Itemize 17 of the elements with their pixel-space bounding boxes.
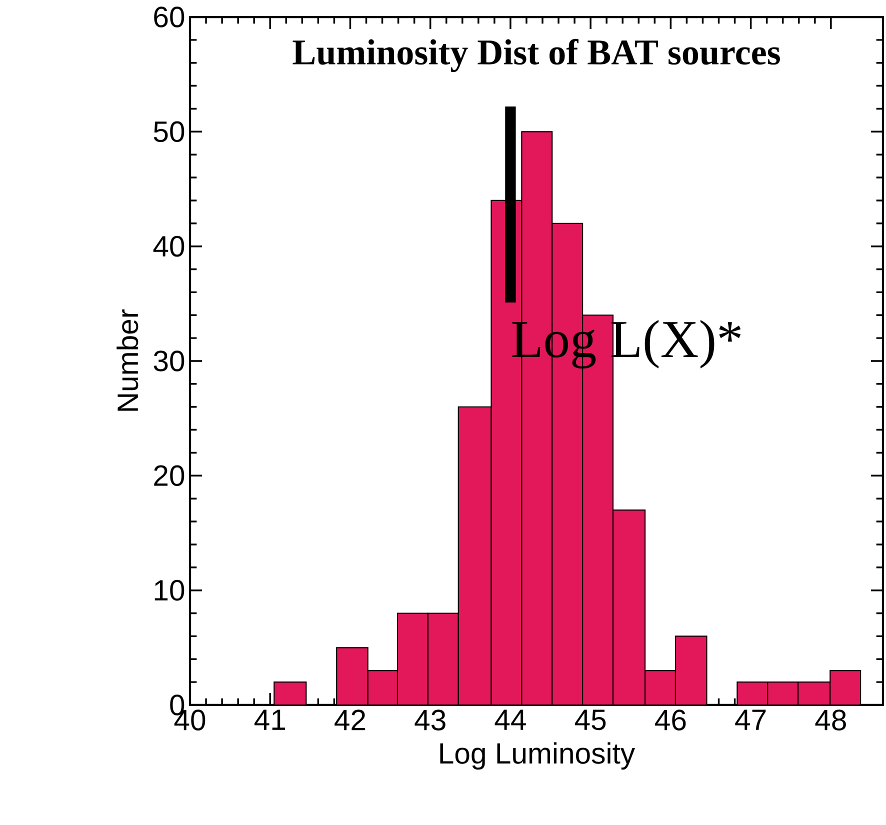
x-axis-title: Log Luminosity <box>440 742 636 770</box>
y-tick-label: 50 <box>154 121 184 142</box>
text: Luminosity Dist of BAT sources <box>292 38 780 72</box>
y-tick-label: 30 <box>154 350 184 372</box>
x-tick-label: 45 <box>574 710 606 730</box>
y-axis-title: Number <box>116 309 138 411</box>
x-tick-label: 44 <box>494 710 526 730</box>
x-tick-label: 48 <box>815 710 846 730</box>
x-tick-label: 41 <box>254 710 286 730</box>
y-tick-label: 40 <box>153 236 184 257</box>
y-tick-label: 20 <box>154 465 184 486</box>
y-tick-label: 60 <box>154 6 184 28</box>
x-tick-label: 46 <box>655 710 686 730</box>
x-tick-label: 47 <box>735 710 766 730</box>
x-tick-label: 42 <box>334 710 366 730</box>
y-tick-label: 10 <box>154 580 184 601</box>
x-tick-label: 43 <box>414 710 446 730</box>
